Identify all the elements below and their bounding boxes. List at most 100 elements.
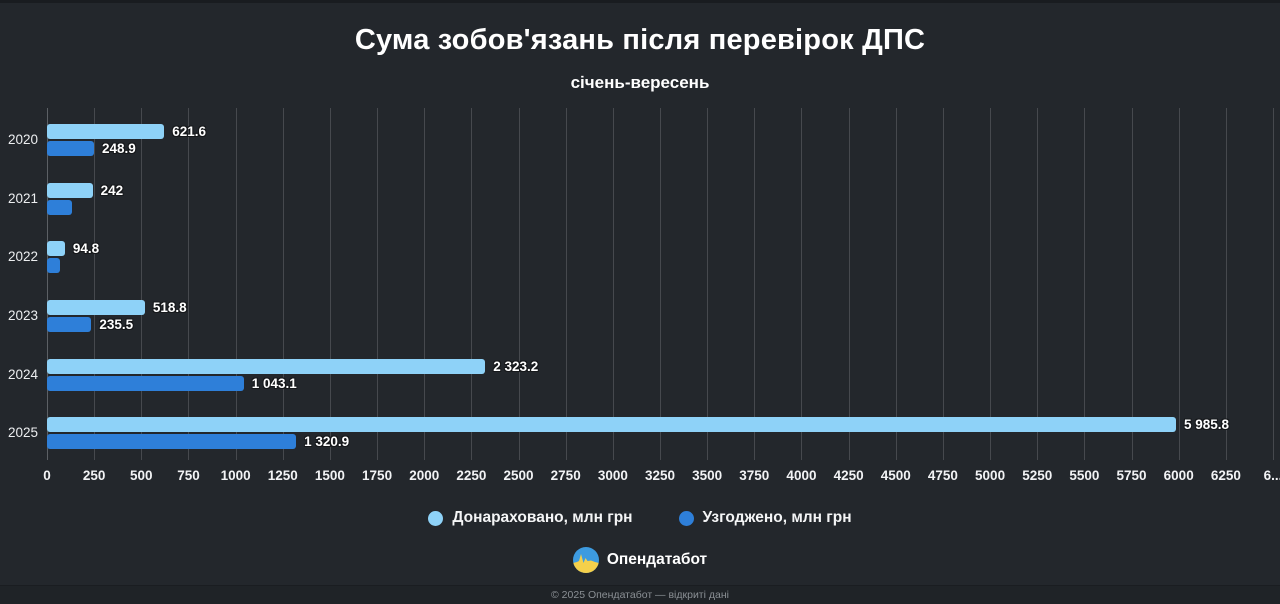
x-axis-tick-label: 5000 [975, 468, 1006, 483]
bar-line: 1 320.9 [47, 434, 1273, 450]
legend: Донараховано, млн грн Узгоджено, млн грн [0, 509, 1280, 527]
y-axis-label-2023: 2023 [7, 308, 38, 323]
x-axis: 0 250 500 750 1000 1250 1500 1750 2000 2250 2500 27… [43, 468, 1280, 488]
grid-line [754, 108, 756, 460]
grid-line [1084, 108, 1086, 460]
chart-row-2024: 2024 2 323.2 1 043.1 [8, 343, 1273, 402]
grid-line [1037, 108, 1039, 460]
bar-value-label: 518.8 [152, 300, 187, 315]
bar-donarahovano-2023[interactable] [47, 300, 145, 315]
grid-line [612, 108, 614, 460]
grid-line [942, 108, 944, 460]
bar-value-label: 2 323.2 [493, 358, 539, 374]
bar-value-label: 235.5 [99, 317, 134, 332]
copyright-bar: © 2025 Опендатабот — відкриті дані [0, 585, 1280, 604]
legend-marker-uzhodzheno-icon [678, 510, 694, 526]
bar-donarahovano-2024[interactable] [47, 358, 486, 374]
bar-line: 2 323.2 [47, 358, 1273, 374]
bar-uzhodzheno-2021[interactable] [47, 199, 73, 215]
chart-row-2023: 2023 518.8 235.5 [8, 284, 1273, 343]
x-axis-tick-label: 4750 [927, 468, 958, 483]
bar-line [47, 199, 1273, 215]
x-axis-tick-label: 6250 [1210, 468, 1241, 483]
top-strip [0, 0, 1280, 3]
x-axis-tick-label: 5250 [1022, 468, 1053, 483]
chart-row-2020: 2020 621.6 248.9 [8, 108, 1273, 167]
bar-uzhodzheno-2024[interactable] [47, 375, 244, 391]
grid-line [424, 108, 426, 460]
x-axis-tick-label: 250 [82, 468, 106, 483]
bar-value-label: 94.8 [72, 241, 100, 257]
legend-item-donarahovano[interactable]: Донараховано, млн грн [428, 509, 633, 527]
legend-label: Донараховано, млн грн [452, 509, 633, 526]
bar-donarahovano-2020[interactable] [47, 124, 165, 139]
grid-line [848, 108, 850, 460]
legend-marker-donarahovano-icon [428, 510, 444, 526]
bar-donarahovano-2025[interactable] [47, 417, 1176, 433]
y-axis-line [47, 108, 48, 460]
grid-line [377, 108, 379, 460]
bar-line: 1 043.1 [47, 375, 1273, 391]
bar-line: 248.9 [47, 141, 1273, 156]
y-axis-label-2022: 2022 [7, 249, 38, 265]
y-axis-label-2021: 2021 [7, 190, 38, 206]
grid-line [329, 108, 331, 460]
bar-line: 621.6 [47, 124, 1273, 139]
bar-line: 5 985.8 [47, 417, 1273, 433]
bar-donarahovano-2022[interactable] [47, 241, 65, 257]
bar-line: 94.8 [47, 241, 1273, 257]
brand-name[interactable]: Опендатабот [606, 551, 708, 568]
x-axis-tick-label: 0 [43, 468, 51, 483]
x-axis-tick-label: 6000 [1163, 468, 1194, 483]
bar-value-label: 1 043.1 [251, 375, 297, 391]
x-axis-tick-label: 4000 [786, 468, 817, 483]
bar-uzhodzheno-2020[interactable] [47, 141, 94, 156]
x-axis-tick-label: 4250 [833, 468, 864, 483]
x-axis-tick-label: 1750 [362, 468, 393, 483]
grid-line [1273, 108, 1274, 460]
x-axis-tick-label: 3250 [644, 468, 676, 483]
x-axis-tick-label: 5750 [1116, 468, 1147, 483]
opendatabot-logo-icon [572, 547, 599, 573]
bar-line [47, 258, 1273, 274]
chart-title: Сума зобов'язань після перевірок ДПС [354, 24, 926, 56]
legend-item-uzhodzheno[interactable]: Узгоджено, млн грн [678, 509, 852, 527]
grid-line [1178, 108, 1180, 460]
bar-uzhodzheno-2025[interactable] [47, 434, 297, 450]
x-axis-tick-label: 3000 [597, 468, 628, 483]
grid-line [707, 108, 709, 460]
x-axis-tick-label: 2000 [409, 468, 440, 483]
bar-donarahovano-2021[interactable] [47, 182, 93, 198]
bar-value-label: 621.6 [172, 124, 207, 139]
grid-line [471, 108, 473, 460]
chart-row-2022: 2022 94.8 [8, 225, 1273, 284]
bar-value-label: 242 [100, 182, 124, 198]
bar-uzhodzheno-2022[interactable] [47, 258, 61, 274]
x-axis-tick-label: 1500 [314, 468, 345, 483]
grid-line [141, 108, 143, 460]
grid-line [990, 108, 992, 460]
plot-area: 2020 621.6 248.9 2021 242 2022 94.8 2023 518.8 23… [8, 108, 1274, 460]
y-axis-label-2025: 2025 [7, 425, 38, 441]
x-axis-tick-label: 2750 [550, 468, 581, 483]
grid-line [1225, 108, 1227, 460]
grid-line [660, 108, 661, 460]
y-axis-label-2024: 2024 [7, 366, 38, 382]
x-axis-tick-label: 3750 [739, 468, 770, 483]
grid-line [565, 108, 567, 460]
x-axis-tick-label: 500 [130, 468, 153, 483]
chart-row-2021: 2021 242 [8, 167, 1273, 226]
x-axis-tick-label: 750 [177, 468, 200, 483]
x-axis-tick-label: 3500 [692, 468, 723, 483]
bar-line: 518.8 [47, 300, 1273, 315]
bar-uzhodzheno-2023[interactable] [47, 317, 92, 332]
grid-line [801, 108, 803, 460]
grid-line [94, 108, 96, 460]
grid-line [518, 108, 520, 460]
grid-line [1131, 108, 1133, 460]
copyright-text: © 2025 Опендатабот — відкриті дані [551, 589, 729, 601]
brand-row: Опендатабот [0, 547, 1280, 573]
x-axis-tick-label: 6... [1263, 468, 1280, 483]
x-axis-tick-label: 2250 [456, 468, 487, 483]
bar-value-label: 1 320.9 [304, 434, 350, 450]
